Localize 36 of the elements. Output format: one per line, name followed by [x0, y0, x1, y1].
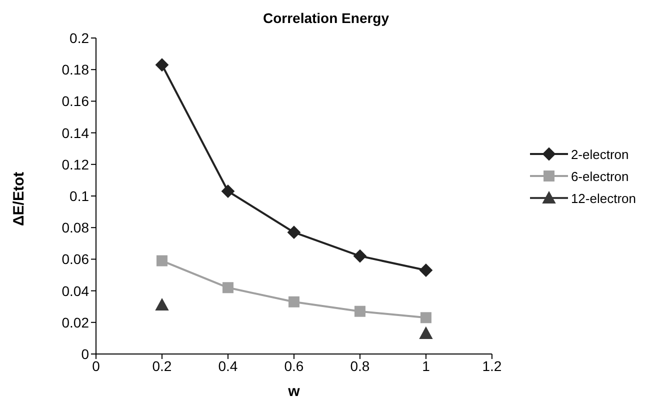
x-tick-label: 0.8 — [350, 358, 370, 374]
y-axis-title: ΔE/Etot — [10, 172, 28, 226]
point — [222, 282, 234, 294]
x-tick-label: 0.4 — [218, 358, 238, 374]
x-tick-label: 1.2 — [482, 358, 502, 374]
x-tick-label: 0.6 — [284, 358, 304, 374]
y-tick-label: 0.06 — [62, 251, 90, 268]
point — [353, 250, 366, 263]
y-tick-label: 0 — [81, 346, 90, 362]
y-tick-label: 0.02 — [62, 314, 90, 330]
legend-label: 6-electron — [570, 168, 629, 184]
point — [155, 298, 168, 311]
y-tick-label: 0.14 — [62, 124, 90, 141]
point — [419, 326, 432, 339]
y-tick-label: 0.12 — [62, 156, 90, 172]
x-tick-label: 0.2 — [152, 358, 172, 374]
x-tick-label: 1 — [422, 358, 430, 374]
y-tick-label: 0.16 — [62, 93, 90, 110]
legend-label: 2-electron — [570, 146, 629, 162]
y-tick-label: 0.08 — [62, 220, 90, 236]
point — [354, 306, 366, 317]
y-tick-label: 0.1 — [70, 188, 90, 204]
point — [419, 264, 432, 277]
point — [420, 312, 432, 324]
x-axis-title: w — [287, 383, 300, 400]
point — [221, 184, 234, 198]
y-tick-label: 0.2 — [70, 30, 90, 46]
y-tick-label: 0.18 — [62, 62, 90, 78]
point — [155, 58, 168, 72]
point — [288, 296, 300, 308]
legend-label: 12-electron — [570, 190, 636, 206]
chart-title: Correlation Energy — [262, 10, 390, 26]
x-tick-label: 0 — [92, 358, 100, 374]
point — [287, 226, 300, 239]
point — [156, 255, 168, 266]
y-tick-label: 0.04 — [62, 282, 90, 299]
